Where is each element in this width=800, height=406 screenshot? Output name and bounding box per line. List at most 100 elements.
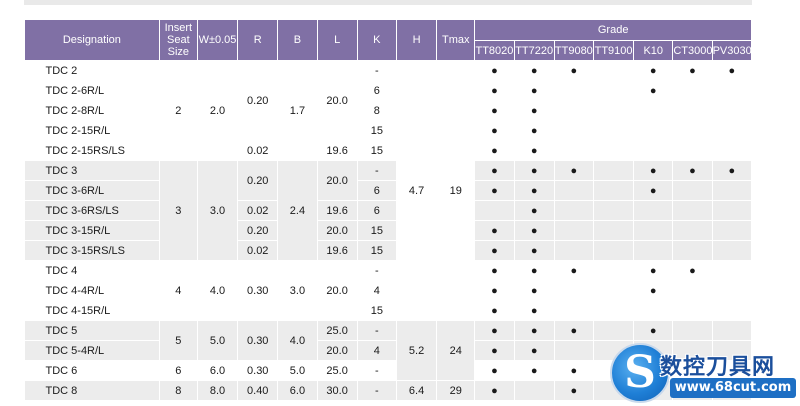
cell-grade-tt9080 bbox=[554, 180, 594, 201]
cell-grade-ct3000 bbox=[672, 120, 713, 141]
header-grade: Grade bbox=[474, 19, 752, 41]
header-tmax: Tmax bbox=[436, 19, 476, 61]
cell-k: 15 bbox=[357, 220, 397, 241]
cell-grade-tt9080 bbox=[554, 240, 594, 261]
cell-size: 8 bbox=[159, 380, 198, 401]
header-designation: Designation bbox=[24, 19, 160, 61]
cell-grade-tt8020: ● bbox=[474, 260, 515, 281]
cell-designation: TDC 5 bbox=[24, 320, 160, 341]
cell-l: 20.0 bbox=[317, 220, 358, 241]
cell-grade-tt8020: ● bbox=[474, 380, 515, 401]
cell-designation: TDC 8 bbox=[24, 380, 160, 401]
cell-designation: TDC 4-4R/L bbox=[24, 280, 160, 301]
cell-r: 0.20 bbox=[237, 220, 279, 241]
cell-r: 0.20 bbox=[237, 60, 279, 141]
cell-grade-pv3030: ● bbox=[712, 60, 753, 81]
cell-grade-tt9100 bbox=[593, 320, 635, 341]
header-grade-ct3000: CT3000 bbox=[672, 40, 713, 61]
table-row: TDC 2-15R/L 15 ● ● bbox=[24, 120, 753, 141]
cell-l: 19.6 bbox=[317, 140, 358, 161]
cell-grade-pv3030 bbox=[712, 140, 753, 161]
cell-h: 4.7 bbox=[396, 60, 438, 321]
cell-grade-k10 bbox=[633, 220, 674, 241]
cell-grade-k10: ● bbox=[633, 280, 674, 301]
table-row: TDC 5 5 5.0 0.30 4.0 25.0-5.2 24 ● ● ● ● bbox=[24, 320, 753, 381]
cell-b: 3.0 bbox=[277, 260, 318, 321]
cell-grade-ct3000 bbox=[672, 180, 713, 201]
cell-grade-pv3030 bbox=[712, 340, 753, 361]
cell-tmax: 29 bbox=[436, 380, 476, 401]
cell-designation: TDC 2-6R/L bbox=[24, 80, 160, 101]
cell-grade-ct3000 bbox=[672, 340, 713, 361]
cell-k: 6 bbox=[357, 80, 397, 101]
cell-size: 4 bbox=[159, 260, 198, 321]
table-row: TDC 2-15RS/LS 0.02 19.6 15 ● ● bbox=[24, 140, 753, 161]
cell-k: 15 bbox=[357, 120, 397, 141]
cell-grade-tt9080 bbox=[554, 80, 594, 101]
cell-grade-tt8020: ● bbox=[474, 360, 515, 381]
cell-r: 0.30 bbox=[237, 320, 279, 361]
cell-grade-k10 bbox=[633, 100, 674, 121]
cell-b: 1.7 bbox=[277, 60, 318, 161]
cell-k: 4 bbox=[357, 340, 397, 361]
cell-r: 0.40 bbox=[237, 380, 279, 401]
cell-grade-ct3000 bbox=[672, 360, 713, 381]
cell-designation: TDC 6 bbox=[24, 360, 160, 381]
header-b: B bbox=[277, 19, 318, 61]
cell-grade-tt7220: ● bbox=[514, 80, 555, 101]
cell-grade-ct3000: ● bbox=[672, 60, 713, 81]
cell-l: 20.0 bbox=[317, 340, 358, 361]
header-h: H bbox=[395, 19, 438, 61]
cell-grade-ct3000 bbox=[672, 320, 713, 341]
header-l: L bbox=[316, 19, 358, 61]
cell-grade-tt9100 bbox=[593, 60, 635, 81]
cell-l: 19.6 bbox=[317, 240, 358, 261]
cell-designation: TDC 5-4R/L bbox=[24, 340, 160, 361]
cell-grade-pv3030 bbox=[712, 80, 753, 101]
table-row: TDC 3-15RS/LS 0.02 19.6 15 ● ● bbox=[24, 240, 753, 261]
cell-grade-k10 bbox=[633, 300, 674, 321]
cell-grade-ct3000: ● bbox=[672, 160, 713, 181]
cell-k: - bbox=[357, 380, 397, 401]
cell-grade-tt9080: ● bbox=[554, 320, 594, 341]
table-row: TDC 4 4 4.0 0.30 3.0 20.0- ● ● ● ● ● bbox=[24, 260, 753, 321]
cell-designation: TDC 4 bbox=[24, 260, 160, 281]
header-grade-tt7220: TT7220 bbox=[513, 40, 555, 61]
cell-grade-tt9080 bbox=[554, 200, 594, 221]
cell-grade-k10: ● bbox=[633, 180, 674, 201]
cell-size: 2 bbox=[159, 60, 198, 161]
cell-grade-tt8020: ● bbox=[474, 240, 515, 261]
header-grade-pv3030: PV3030 bbox=[711, 40, 753, 61]
cell-grade-tt9100 bbox=[593, 140, 635, 161]
cell-r: 0.02 bbox=[237, 140, 279, 161]
cell-w: 5.0 bbox=[197, 320, 239, 361]
cell-grade-tt9100 bbox=[593, 180, 635, 201]
cell-designation: TDC 3-15RS/LS bbox=[24, 240, 160, 261]
cell-w: 6.0 bbox=[197, 360, 239, 381]
cell-l: 20.0 bbox=[317, 160, 358, 201]
table-row: TDC 3-6R/L 6 ● ● ● bbox=[24, 180, 753, 201]
cell-grade-tt9100 bbox=[593, 220, 635, 241]
cell-b: 2.4 bbox=[277, 160, 318, 261]
cell-grade-tt9080 bbox=[554, 340, 594, 361]
cell-grade-tt8020: ● bbox=[474, 340, 515, 361]
cell-grade-pv3030 bbox=[712, 280, 753, 301]
cell-designation: TDC 4-15R/L bbox=[24, 300, 160, 321]
cell-grade-k10: ● bbox=[633, 320, 674, 341]
cell-l: 19.6 bbox=[317, 200, 358, 221]
cell-k: 4 bbox=[357, 280, 397, 301]
cell-designation: TDC 2-15RS/LS bbox=[24, 140, 160, 161]
cell-grade-pv3030: ● bbox=[712, 160, 753, 181]
cell-k: - bbox=[357, 160, 397, 181]
cell-grade-tt9100 bbox=[593, 280, 635, 301]
cell-grade-tt7220: ● bbox=[514, 200, 555, 221]
header-w: W±0.05 bbox=[196, 19, 239, 61]
cell-designation: TDC 3-15R/L bbox=[24, 220, 160, 241]
cell-l: 25.0 bbox=[317, 360, 358, 381]
cell-grade-tt8020: ● bbox=[474, 140, 515, 161]
table-row: TDC 4-4R/L 4 ● ● ● bbox=[24, 280, 753, 301]
cell-grade-ct3000: ● bbox=[672, 260, 713, 281]
cell-k: 15 bbox=[357, 300, 397, 321]
table-row: TDC 3-15R/L 0.20 20.0 15 ● ● bbox=[24, 220, 753, 241]
cell-h: 5.2 bbox=[396, 320, 438, 381]
